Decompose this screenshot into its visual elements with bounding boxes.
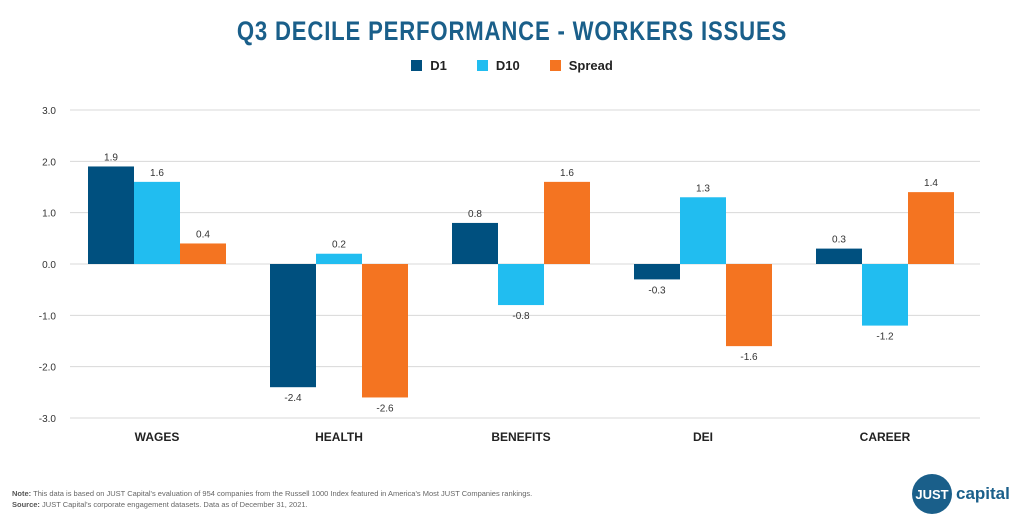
data-label: 0.2 xyxy=(332,240,346,251)
x-tick-label: BENEFITS xyxy=(491,430,550,444)
bar-d1-career xyxy=(816,248,862,264)
data-label: 1.9 xyxy=(104,152,118,163)
data-label: -0.8 xyxy=(512,311,530,322)
legend-swatch-d1 xyxy=(411,60,423,71)
chart-title: Q3 DECILE PERFORMANCE - WORKERS ISSUES xyxy=(236,16,788,46)
legend-item-d1: D1 xyxy=(411,58,447,73)
bar-chart: 3.0 2.0 1.0 0.0 -1.0 -2.0 -3.0 1.9 1.6 0.4 WAGES -2… xyxy=(39,106,980,444)
y-tick-label: -1.0 xyxy=(39,311,57,322)
legend-label-d1: D1 xyxy=(430,58,447,73)
bar-spread-benefits xyxy=(544,181,590,264)
logo-text: capital xyxy=(956,484,1010,503)
bar-spread-health xyxy=(362,264,408,398)
x-tick-label: CAREER xyxy=(860,430,911,444)
data-label: 0.8 xyxy=(468,209,482,220)
data-label: 1.6 xyxy=(560,168,574,179)
x-tick-label: DEI xyxy=(693,430,713,444)
just-capital-logo: JUST capital xyxy=(912,474,1010,514)
bar-d10-career xyxy=(862,264,908,326)
data-label: -1.2 xyxy=(876,332,894,343)
y-tick-label: 3.0 xyxy=(42,106,56,117)
y-tick-label: -2.0 xyxy=(39,363,57,374)
data-label: -2.4 xyxy=(284,393,302,404)
x-tick-label: HEALTH xyxy=(315,430,363,444)
footnote: Note: This data is based on JUST Capital… xyxy=(12,488,532,510)
data-label: 0.3 xyxy=(832,235,846,246)
data-label: -0.3 xyxy=(648,285,666,296)
bar-spread-dei xyxy=(726,264,772,347)
legend-item-d10: D10 xyxy=(476,58,520,73)
bar-d10-benefits xyxy=(498,264,544,306)
data-label: 1.3 xyxy=(696,183,710,194)
chart-legend: D1 D10 Spread xyxy=(0,58,1024,73)
legend-swatch-d10 xyxy=(476,60,488,71)
bar-d1-health xyxy=(270,264,316,388)
y-tick-label: 1.0 xyxy=(42,209,56,220)
bar-spread-career xyxy=(908,192,954,264)
footnote-note: Note: This data is based on JUST Capital… xyxy=(12,489,533,498)
legend-item-spread: Spread xyxy=(549,58,613,73)
legend-label-spread: Spread xyxy=(568,58,613,73)
y-tick-label: -3.0 xyxy=(39,414,57,425)
logo-circle: JUST xyxy=(912,474,952,514)
bar-d10-wages xyxy=(134,181,180,264)
bar-d10-dei xyxy=(680,197,726,264)
y-tick-label: 0.0 xyxy=(42,260,56,271)
legend-label-d10: D10 xyxy=(495,58,520,73)
bar-d1-wages xyxy=(88,166,134,264)
data-label: 1.6 xyxy=(150,168,164,179)
data-label: -2.6 xyxy=(376,403,394,414)
bar-d1-dei xyxy=(634,264,680,280)
bar-spread-wages xyxy=(180,243,226,264)
data-label: -1.6 xyxy=(740,352,758,363)
x-tick-label: WAGES xyxy=(135,430,180,444)
legend-swatch-spread xyxy=(549,60,561,71)
data-label: 1.4 xyxy=(924,178,938,189)
bar-d10-health xyxy=(316,253,362,264)
footnote-source: Source: JUST Capital's corporate engagem… xyxy=(12,500,308,509)
y-tick-label: 2.0 xyxy=(42,157,56,168)
data-label: 0.4 xyxy=(196,229,210,240)
bar-d1-benefits xyxy=(452,222,498,264)
